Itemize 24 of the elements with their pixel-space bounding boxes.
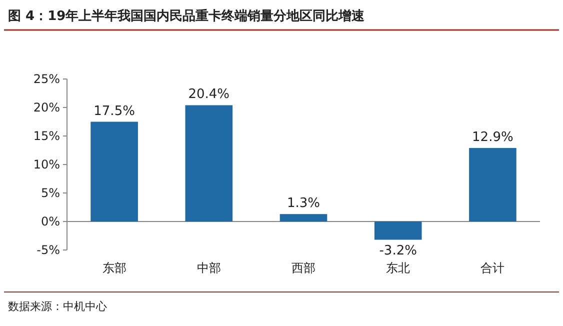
y-tick-label: 25% xyxy=(33,72,60,86)
data-label: -3.2% xyxy=(379,244,417,259)
x-tick-label: 中部 xyxy=(196,261,221,275)
bar xyxy=(185,105,233,222)
bar xyxy=(90,122,138,222)
bar xyxy=(469,148,516,222)
x-tick-label: 东北 xyxy=(386,261,410,275)
y-tick-label: -5% xyxy=(36,243,60,257)
y-tick-label: 0% xyxy=(40,214,60,228)
bar xyxy=(280,214,328,222)
source-note: 数据来源：中机中心 xyxy=(8,300,107,313)
x-tick-label: 西部 xyxy=(292,261,316,275)
data-label: 20.4% xyxy=(188,87,230,102)
chart-title: 图 4：19年上半年我国国内民品重卡终端销量分地区同比增速 xyxy=(8,8,366,24)
y-tick-label: 5% xyxy=(40,186,60,200)
y-tick-label: 15% xyxy=(33,129,60,143)
data-label: 1.3% xyxy=(286,196,320,212)
y-tick-label: 10% xyxy=(33,158,60,172)
data-label: 12.9% xyxy=(472,130,514,145)
x-tick-label: 东部 xyxy=(102,261,126,275)
y-tick-label: 20% xyxy=(33,100,60,114)
x-tick-label: 合计 xyxy=(480,261,505,275)
data-label: 17.5% xyxy=(94,104,135,119)
bar xyxy=(374,222,422,240)
